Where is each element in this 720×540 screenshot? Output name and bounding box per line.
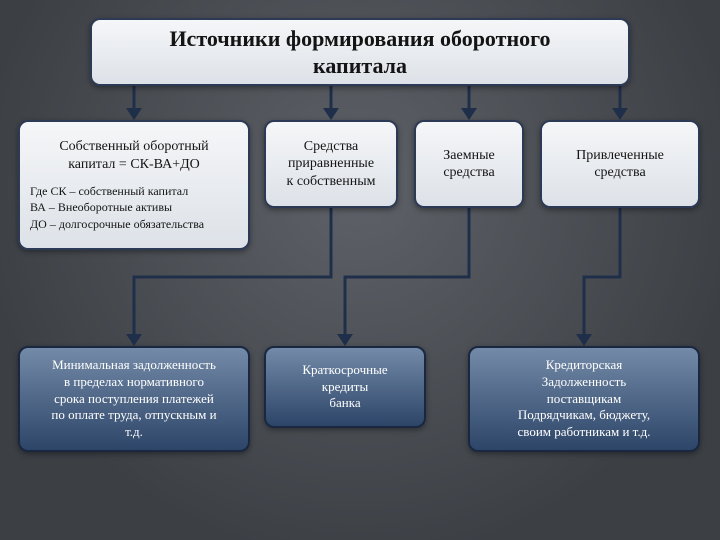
own-capital-sub3: ДО – долгосрочные обязательства	[30, 217, 204, 231]
creditor-debt-line3: поставщикам	[547, 391, 621, 408]
equiv-funds-line1: Средства	[304, 138, 358, 156]
min-debt-line2: в пределах нормативного	[64, 374, 204, 391]
attracted-line1: Привлеченные	[576, 147, 664, 165]
min-debt-line5: т.д.	[125, 424, 143, 441]
title-line1: Источники формирования оборотного	[169, 26, 550, 51]
attracted-box: Привлеченные средства	[540, 120, 700, 208]
creditor-debt-line5: своим работникам и т.д.	[518, 424, 651, 441]
own-capital-sub: Где СК – собственный капитал ВА – Внеобо…	[30, 183, 238, 232]
creditor-debt-line2: Задолженность	[542, 374, 626, 391]
min-debt-line4: по оплате труда, отпускным и	[51, 407, 216, 424]
own-capital-sub2: ВА – Внеоборотные активы	[30, 200, 172, 214]
creditor-debt-line1: Кредиторская	[546, 357, 623, 374]
title-box: Источники формирования оборотного капита…	[90, 18, 630, 86]
title-text: Источники формирования оборотного капита…	[169, 25, 550, 80]
short-credit-line3: банка	[329, 395, 360, 412]
short-credit-box: Краткосрочные кредиты банка	[264, 346, 426, 428]
own-capital-line1: Собственный оборотный	[59, 139, 208, 154]
attracted-line2: средства	[594, 164, 645, 182]
short-credit-line1: Краткосрочные	[302, 362, 387, 379]
equiv-funds-line3: к собственным	[287, 173, 376, 191]
diagram-canvas: Источники формирования оборотного капита…	[0, 0, 720, 540]
own-capital-line2: капитал = СК-ВА+ДО	[68, 157, 200, 172]
equiv-funds-line2: приравненные	[288, 155, 374, 173]
borrowed-box: Заемные средства	[414, 120, 524, 208]
equiv-funds-box: Средства приравненные к собственным	[264, 120, 398, 208]
own-capital-main: Собственный оборотный капитал = СК-ВА+ДО	[59, 138, 208, 173]
short-credit-line2: кредиты	[322, 379, 368, 396]
title-line2: капитала	[313, 53, 407, 78]
min-debt-line3: срока поступления платежей	[54, 391, 214, 408]
own-capital-box: Собственный оборотный капитал = СК-ВА+ДО…	[18, 120, 250, 250]
borrowed-line2: средства	[443, 164, 494, 182]
borrowed-line1: Заемные	[443, 147, 494, 165]
creditor-debt-box: Кредиторская Задолженность поставщикам П…	[468, 346, 700, 452]
own-capital-sub1: Где СК – собственный капитал	[30, 184, 188, 198]
min-debt-box: Минимальная задолженность в пределах нор…	[18, 346, 250, 452]
min-debt-line1: Минимальная задолженность	[52, 357, 216, 374]
creditor-debt-line4: Подрядчикам, бюджету,	[518, 407, 650, 424]
